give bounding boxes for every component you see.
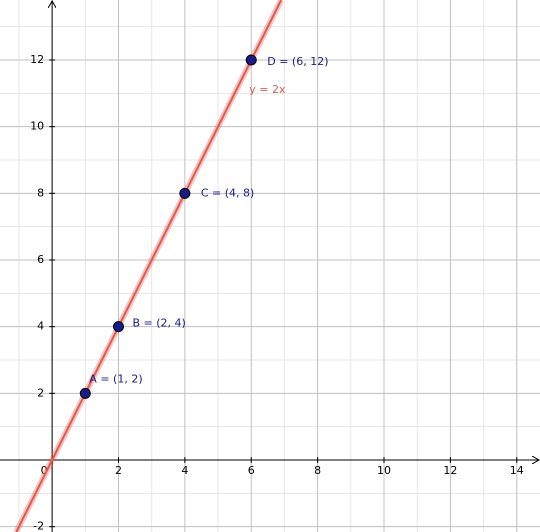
point [79, 387, 91, 399]
x-tick-label: 4 [181, 464, 188, 477]
line [15, 0, 283, 532]
point [179, 187, 191, 199]
point-label: A = (1, 2) [89, 372, 142, 385]
x-tick-label: 0 [41, 464, 48, 477]
y-tick-label: -2 [33, 520, 44, 532]
point [112, 321, 124, 333]
x-tick-label: 12 [443, 464, 457, 477]
y-tick-label: 10 [30, 120, 44, 133]
x-tick-label: 14 [510, 464, 524, 477]
x-tick-label: 8 [314, 464, 321, 477]
y-tick-label: 4 [37, 320, 44, 333]
y-tick-label: 6 [37, 253, 44, 266]
x-tick-label: 6 [248, 464, 255, 477]
x-tick-label: 2 [115, 464, 122, 477]
line-label: y = 2x [249, 83, 286, 96]
y-tick-label: 2 [37, 386, 44, 399]
x-tick-label: 10 [377, 464, 391, 477]
y-tick-label: 12 [30, 53, 44, 66]
point-label: D = (6, 12) [267, 55, 328, 68]
point-label: C = (4, 8) [201, 186, 254, 199]
y-tick-label: 8 [37, 186, 44, 199]
point-label: B = (2, 4) [132, 317, 185, 330]
point [245, 54, 257, 66]
